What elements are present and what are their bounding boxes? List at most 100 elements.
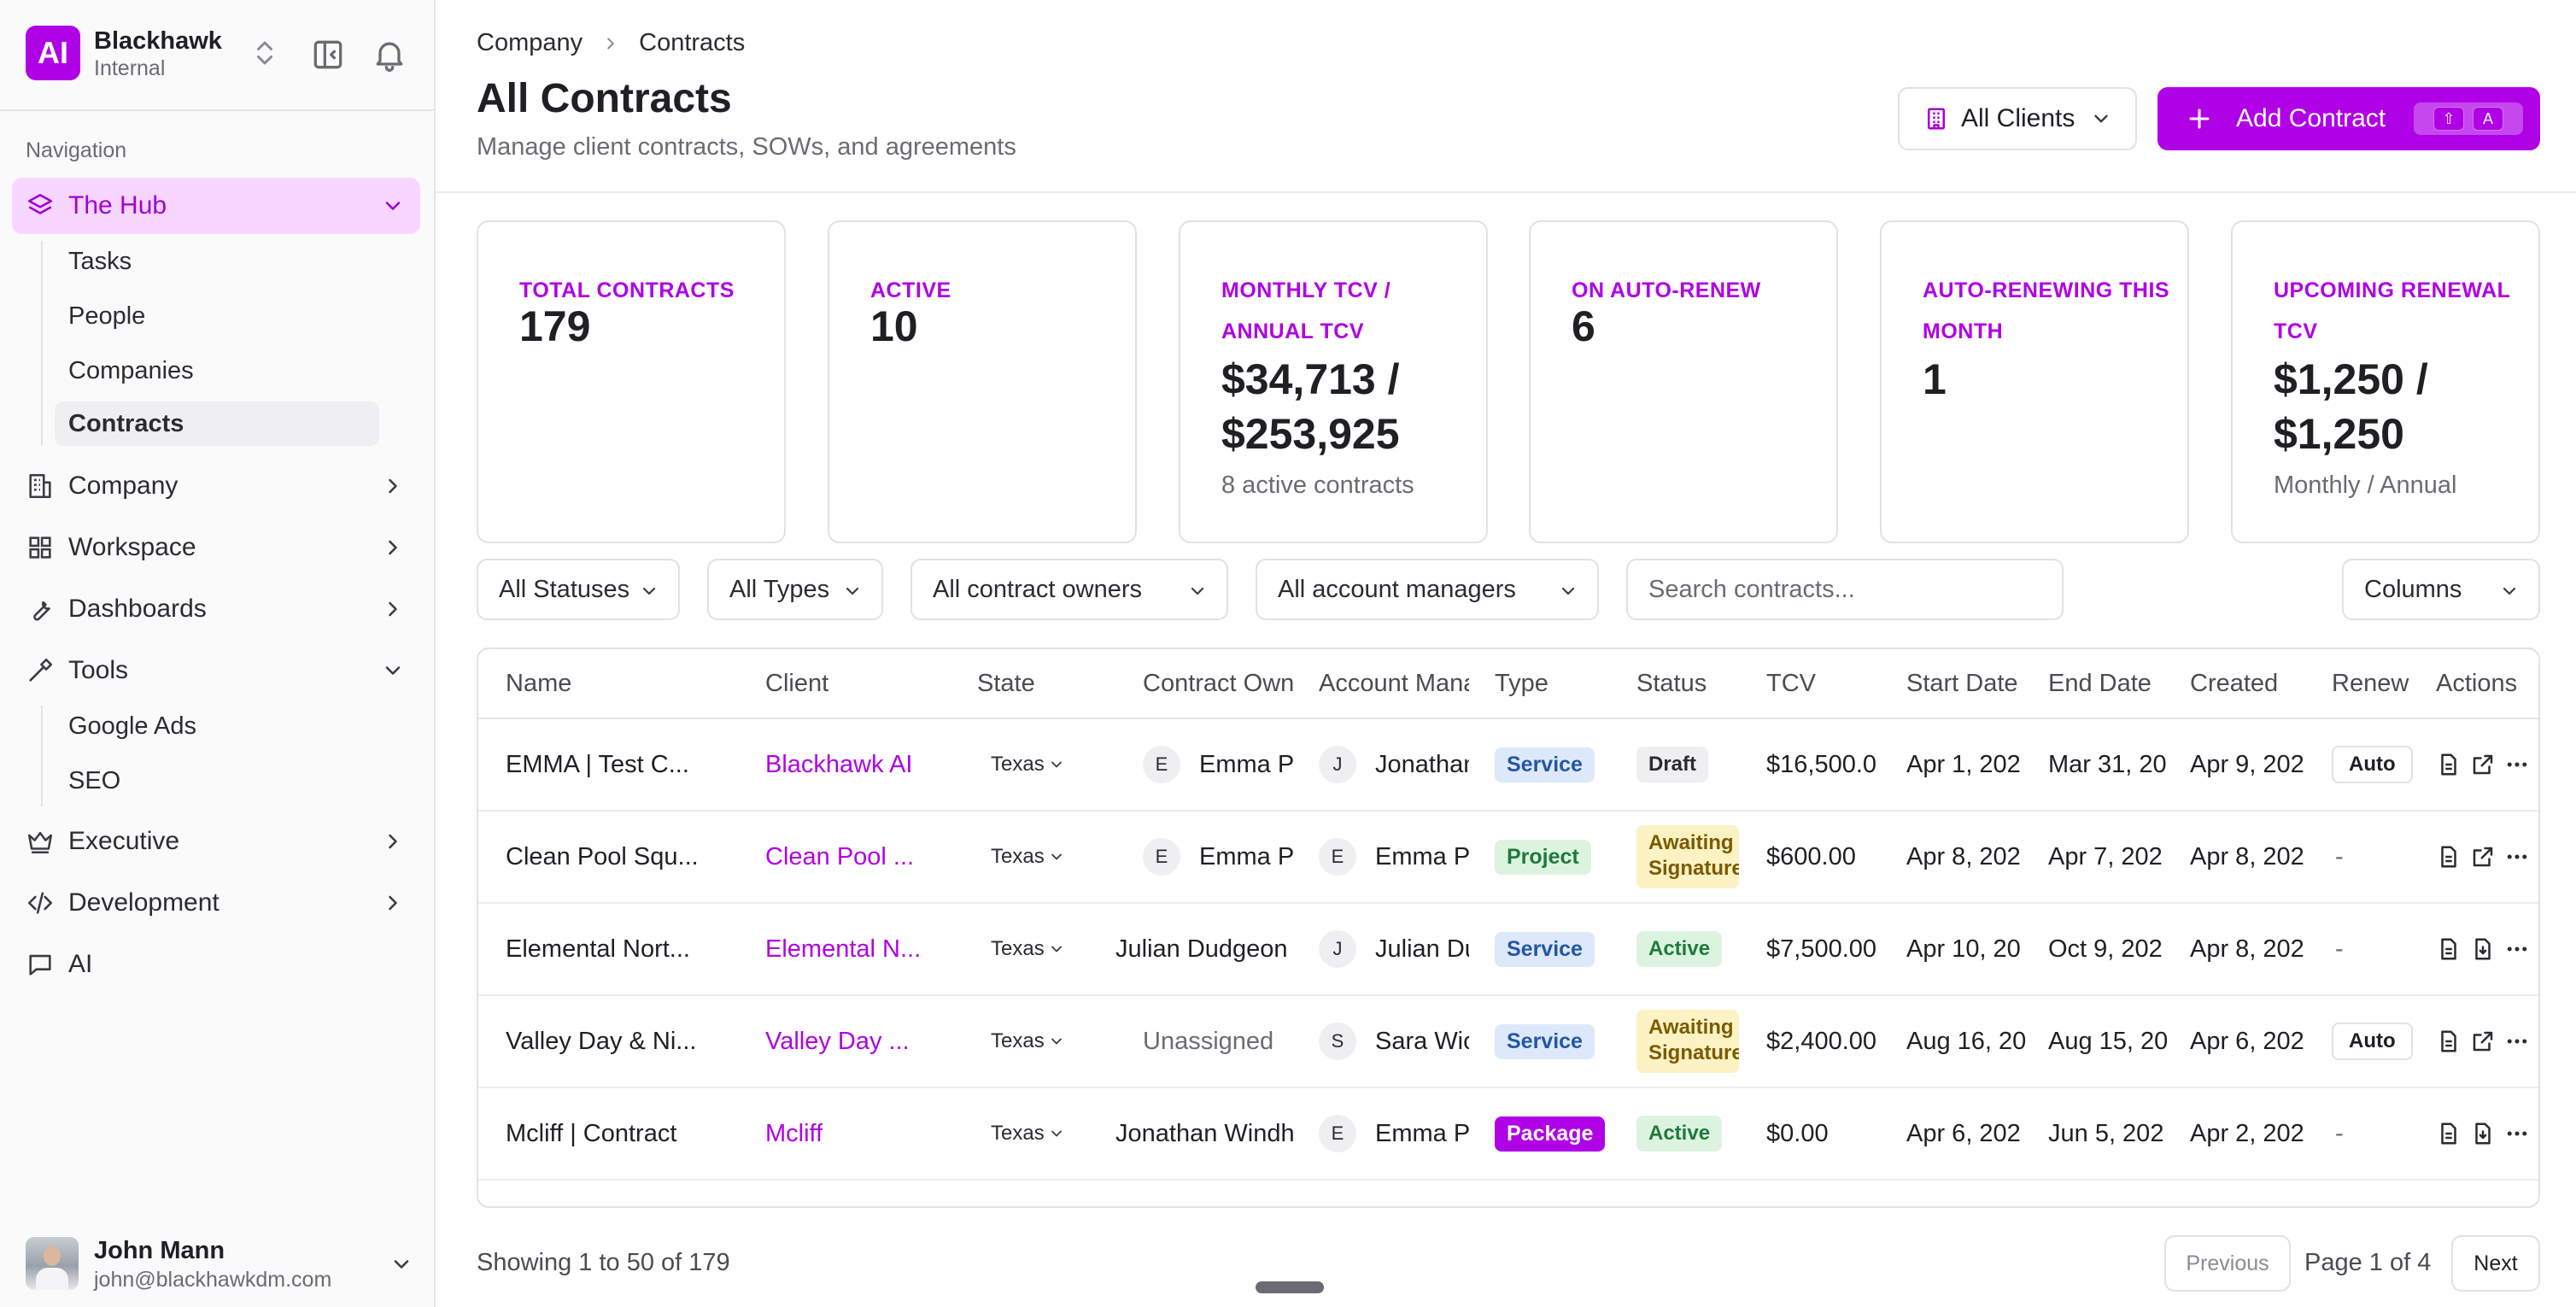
cell-name[interactable]: Clean Pool Squ... (506, 842, 699, 870)
column-header-client[interactable]: Client (765, 670, 829, 697)
more-icon[interactable] (2504, 1121, 2530, 1146)
column-header-name[interactable]: Name (506, 670, 572, 697)
sidebar-item-company[interactable]: Company (12, 458, 420, 514)
stat-label: UPCOMING RENEWAL TCV (2274, 278, 2510, 343)
sidebar-subitem-google-ads[interactable]: Google Ads (68, 712, 196, 740)
breadcrumb-company[interactable]: Company (477, 29, 583, 56)
cell-state-select[interactable]: Texas (991, 1088, 1102, 1179)
table-row[interactable]: Valley Day & Ni... Valley Day ... Texas … (478, 996, 2538, 1088)
search-input[interactable] (1626, 559, 2064, 620)
more-icon[interactable] (2504, 936, 2530, 962)
cell-end-date: Apr 7, 202 (2048, 842, 2163, 870)
external-link-icon[interactable] (2470, 1029, 2496, 1054)
cell-actions (2436, 904, 2538, 994)
column-header-status[interactable]: Status (1636, 670, 1707, 697)
cell-state-select[interactable]: Texas (991, 812, 1102, 902)
external-link-icon[interactable] (2470, 844, 2496, 870)
client-filter-select[interactable]: All Clients (1898, 87, 2137, 150)
sidebar-item-development[interactable]: Development (12, 875, 420, 931)
workspace-switcher[interactable]: AI Blackhawk Internal (26, 26, 419, 82)
sidebar-item-dashboards[interactable]: Dashboards (12, 581, 420, 637)
cell-name[interactable]: Elemental Nort... (506, 935, 690, 963)
stat-card-total-contracts: TOTAL CONTRACTS 179 (477, 220, 786, 543)
sidebar-subitem-tasks[interactable]: Tasks (68, 247, 132, 275)
sidebar-subitem-contracts[interactable]: Contracts (55, 401, 379, 446)
keyboard-shortcut: ⇧ A (2414, 103, 2523, 135)
chevron-down-icon (1191, 587, 1204, 595)
column-header-account-manager[interactable]: Account Manager (1319, 670, 1469, 697)
sidebar-item-tools[interactable]: Tools (12, 642, 420, 699)
column-header-renew[interactable]: Renew (2332, 670, 2409, 697)
sidebar-subitem-companies[interactable]: Companies (68, 356, 194, 384)
cell-end-date: Aug 15, 20 (2048, 1027, 2169, 1055)
cell-client-link[interactable]: Clean Pool ... (765, 842, 915, 870)
column-header-contract-owner[interactable]: Contract Owner (1143, 670, 1293, 697)
column-header-type[interactable]: Type (1495, 670, 1549, 697)
cell-name[interactable]: Mcliff | Contract (506, 1119, 677, 1147)
cell-client-link[interactable]: Mcliff (765, 1119, 823, 1147)
more-icon[interactable] (2504, 752, 2530, 777)
add-contract-button[interactable]: Add Contract ⇧ A (2157, 87, 2540, 150)
table-row[interactable]: EMMA | Test C... Blackhawk AI Texas E Emm… (478, 719, 2538, 812)
cell-client-link[interactable]: Blackhawk AI (765, 750, 913, 778)
collapse-sidebar-icon[interactable] (309, 36, 347, 73)
more-icon[interactable] (2504, 1029, 2530, 1054)
stat-label: ACTIVE (870, 278, 951, 302)
type-badge: Service (1495, 931, 1595, 967)
column-header-created[interactable]: Created (2190, 670, 2279, 697)
bell-icon[interactable] (371, 36, 408, 73)
status-filter[interactable]: All Statuses (477, 559, 680, 620)
pdf-download-icon[interactable] (2470, 936, 2496, 962)
column-header-start-date[interactable]: Start Date (1906, 670, 2018, 697)
chevron-down-icon (1051, 1038, 1062, 1045)
stat-value: 10 (870, 302, 918, 350)
document-icon[interactable] (2436, 844, 2462, 870)
next-page-button[interactable]: Next (2451, 1235, 2540, 1292)
cell-state-select[interactable]: Texas (991, 904, 1102, 994)
columns-button[interactable]: Columns (2342, 559, 2540, 620)
document-icon[interactable] (2436, 1029, 2462, 1054)
sidebar-subitem-seo[interactable]: SEO (68, 766, 121, 794)
document-icon[interactable] (2436, 936, 2462, 962)
cell-created: Apr 2, 202 (2190, 1119, 2304, 1147)
cell-state-select[interactable]: Texas (991, 996, 1102, 1087)
column-header-state[interactable]: State (977, 670, 1035, 697)
cell-name[interactable]: EMMA | Test C... (506, 750, 689, 778)
manager-filter-value: All account managers (1278, 575, 1516, 603)
sidebar-item-the-hub[interactable]: The Hub (12, 178, 420, 234)
sidebar-item-executive[interactable]: Executive (12, 813, 420, 870)
cell-client-link[interactable]: Elemental N... (765, 935, 922, 963)
cell-created: Apr 8, 202 (2190, 842, 2304, 870)
more-icon[interactable] (2504, 844, 2530, 870)
cell-renew: - (2335, 1119, 2344, 1147)
sidebar-item-workspace[interactable]: Workspace (12, 519, 420, 576)
type-filter[interactable]: All Types (707, 559, 883, 620)
cell-state-select[interactable]: Texas (991, 719, 1102, 810)
status-badge: Draft (1636, 747, 1709, 782)
sidebar-subitem-people[interactable]: People (68, 302, 146, 330)
owner-filter-value: All contract owners (933, 575, 1142, 603)
cell-start-date: Apr 6, 202 (1906, 1119, 2021, 1147)
pdf-download-icon[interactable] (2470, 1121, 2496, 1146)
cell-client-link[interactable]: Valley Day ... (765, 1027, 910, 1055)
cell-name[interactable]: Valley Day & Ni... (506, 1027, 697, 1055)
contract-owner-filter[interactable]: All contract owners (910, 559, 1228, 620)
table-row[interactable]: Clean Pool Squ... Clean Pool ... Texas E… (478, 812, 2538, 904)
document-icon[interactable] (2436, 1121, 2462, 1146)
document-icon[interactable] (2436, 752, 2462, 777)
message-icon (29, 954, 51, 976)
previous-page-button[interactable]: Previous (2164, 1235, 2291, 1292)
user-menu[interactable]: John Mann john@blackhawkdm.com (26, 1234, 419, 1293)
sidebar-item-ai[interactable]: AI (12, 936, 420, 993)
external-link-icon[interactable] (2470, 752, 2496, 777)
chevron-down-icon (2094, 114, 2109, 123)
scroll-handle[interactable] (1256, 1281, 1324, 1293)
user-name: John Mann (94, 1237, 225, 1264)
column-header-tcv[interactable]: TCV (1766, 670, 1816, 697)
brand-logo: AI (26, 26, 80, 80)
table-row[interactable]: Mcliff | Contract Mcliff Texas Jonathan … (478, 1088, 2538, 1181)
column-header-end-date[interactable]: End Date (2048, 670, 2152, 697)
manager-name: Emma Pi (1375, 842, 1469, 870)
account-manager-filter[interactable]: All account managers (1256, 559, 1599, 620)
table-row[interactable]: Elemental Nort... Elemental N... Texas J… (478, 904, 2538, 996)
